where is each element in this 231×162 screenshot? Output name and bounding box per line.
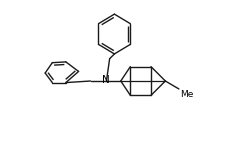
Text: N: N — [102, 75, 109, 85]
Text: Me: Me — [180, 90, 193, 99]
